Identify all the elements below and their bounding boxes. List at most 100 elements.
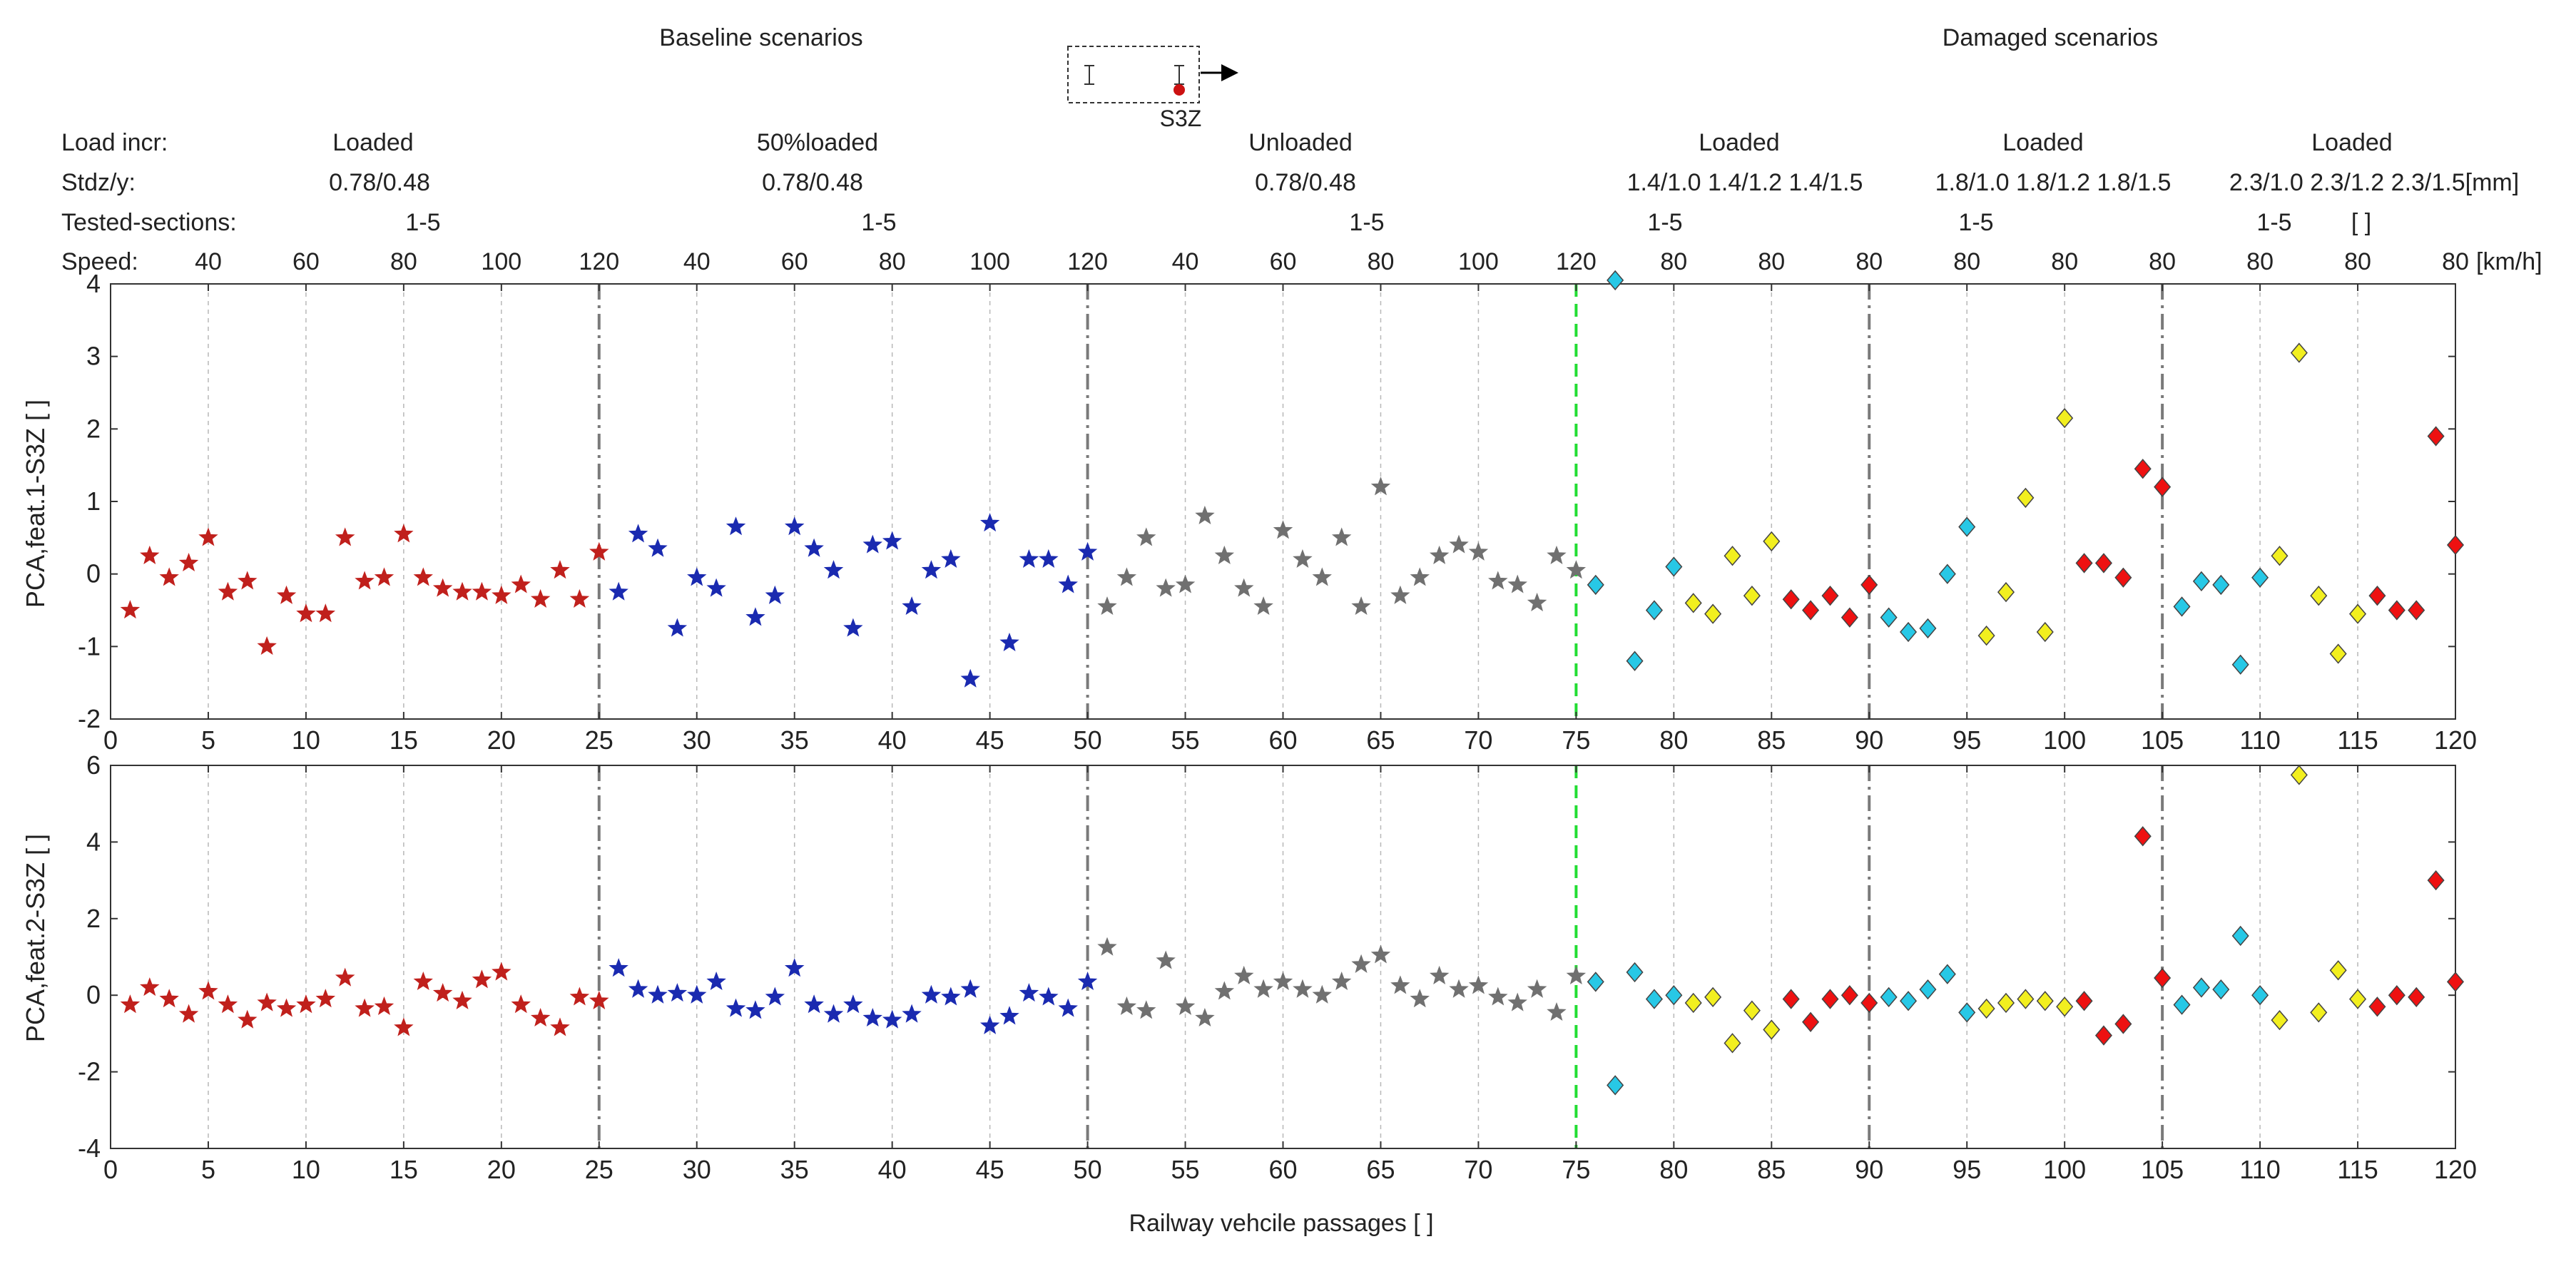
load-value: Loaded [1699, 129, 1779, 156]
star-marker [1566, 560, 1587, 579]
star-marker [589, 541, 609, 561]
star-marker [1488, 571, 1508, 590]
load-value: Loaded [2002, 129, 2083, 156]
diamond-marker [2251, 567, 2269, 588]
x-tick-label: 95 [1953, 725, 1981, 755]
x-tick-label: 115 [2337, 725, 2378, 755]
x-tick-label: 15 [390, 725, 418, 755]
diamond-marker [2408, 600, 2425, 621]
x-tick-label: 45 [976, 1155, 1004, 1184]
star-marker [569, 987, 590, 1006]
diamond-marker [1665, 556, 1683, 577]
diamond-marker [1607, 270, 1624, 291]
diamond-marker [1958, 516, 1976, 537]
x-tick-label: 115 [2337, 1155, 2378, 1184]
diamond-marker [2154, 476, 2172, 497]
star-marker [1410, 567, 1430, 586]
star-marker [960, 979, 980, 998]
star-marker [902, 596, 922, 616]
x-tick-label: 60 [1268, 1155, 1297, 1184]
diamond-marker [2036, 621, 2054, 643]
diamond-marker [1645, 989, 1663, 1009]
star-marker [726, 998, 746, 1017]
speed-row: 40 60 80 100 120 40 60 80 100 120 40 60 80 100 120 80 80… [195, 248, 2469, 275]
star-marker [315, 989, 336, 1008]
star-marker [1547, 545, 1567, 564]
diamond-marker [1899, 621, 1918, 643]
star-marker [432, 983, 453, 1002]
sections-row: 1-5 1-5 1-5 1-5 1-5 1-5 [ ] [405, 209, 2371, 236]
star-marker [1077, 541, 1098, 561]
star-marker [1019, 549, 1039, 569]
damaged-title: Damaged scenarios [1943, 24, 2158, 51]
diamond-marker [1919, 618, 1937, 639]
diamond-marker [2192, 571, 2210, 591]
star-marker [1175, 996, 1196, 1015]
speed-value: 100 [481, 248, 521, 275]
speed-value: 100 [1458, 248, 1499, 275]
star-marker [257, 992, 277, 1011]
x-tick-label: 70 [1464, 725, 1492, 755]
star-marker [413, 567, 433, 586]
star-marker [530, 588, 551, 608]
star-marker [1097, 937, 1117, 956]
star-marker [1136, 527, 1156, 546]
star-marker [374, 567, 394, 586]
diamond-marker [1860, 574, 1878, 596]
star-marker [394, 1017, 414, 1036]
arrow-head-icon [1221, 64, 1238, 81]
row-label-std: Stdz/y: [61, 169, 136, 196]
x-tick-label: 20 [487, 725, 516, 755]
speed-value: 40 [683, 248, 711, 275]
row-label-load: Load incr: [61, 129, 168, 156]
x-tick-label: 55 [1171, 1155, 1200, 1184]
x-tick-label: 20 [487, 1155, 516, 1184]
diamond-marker [2192, 977, 2210, 998]
star-marker [609, 581, 628, 601]
star-marker [1058, 998, 1078, 1017]
star-marker [315, 603, 336, 623]
x-tick-label: 65 [1366, 1155, 1395, 1184]
star-marker [1156, 950, 1176, 969]
x-tick-label: 85 [1757, 1155, 1786, 1184]
series-damage-1-4-1-8-2-3-stdy-1-0- [1587, 270, 2269, 675]
x-tick-label: 75 [1562, 725, 1590, 755]
diamond-marker [1704, 603, 1722, 624]
diamond-marker [2349, 603, 2367, 624]
sensor-schematic: S3Z [1067, 46, 1238, 131]
x-tick-label: 95 [1953, 1155, 1981, 1184]
x-tick-label: 0 [103, 1155, 118, 1184]
star-marker [198, 527, 218, 546]
x-tick-label: 75 [1562, 1155, 1590, 1184]
x-tick-label: 50 [1074, 725, 1102, 755]
diamond-marker [2368, 997, 2386, 1017]
diamond-marker [1587, 574, 1604, 596]
diamond-marker [1645, 600, 1663, 621]
star-marker [432, 578, 453, 597]
x-tick-label: 40 [878, 1155, 907, 1184]
diamond-marker [1587, 972, 1604, 992]
series-unloaded [1097, 476, 1587, 616]
diamond-marker [1977, 625, 1995, 646]
diamond-marker [1724, 546, 1741, 566]
star-marker [902, 1004, 922, 1023]
series-damage-1-4-1-8-2-3-stdy-1-2- [1684, 342, 2367, 664]
y-tick-label: 0 [86, 980, 101, 1009]
star-marker [550, 1017, 570, 1036]
y-tick-label: 6 [86, 750, 101, 780]
load-value: Loaded [332, 129, 413, 156]
star-marker [1488, 987, 1508, 1006]
star-marker [1507, 574, 1527, 593]
star-marker [687, 984, 707, 1004]
x-tick-label: 90 [1855, 725, 1883, 755]
x-tick-label: 25 [585, 725, 614, 755]
sensor-dot-icon [1174, 84, 1185, 96]
y-axis-label-feature-2: PCA,feat.2-S3Z [ ] [21, 834, 50, 1042]
x-tick-label: 120 [2434, 1155, 2477, 1184]
star-marker [784, 958, 805, 977]
diamond-marker [2017, 487, 2035, 509]
star-marker [1077, 971, 1098, 991]
speed-value: 100 [969, 248, 1010, 275]
speed-value: 80 [2442, 248, 2469, 275]
